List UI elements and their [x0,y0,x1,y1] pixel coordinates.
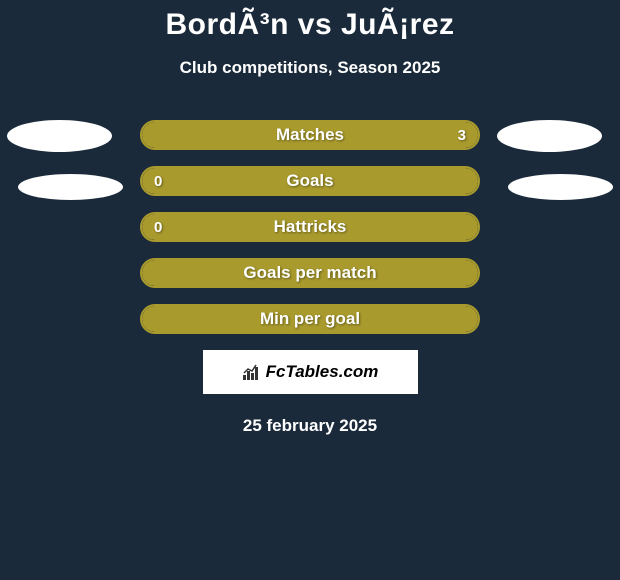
chart-icon [242,363,262,381]
stats-container: Matches 3 0 Goals 0 Hattricks Goals per … [0,120,620,436]
stat-bar-matches: Matches 3 [140,120,480,150]
stat-bar-goals-per-match: Goals per match [140,258,480,288]
decorative-ellipse [7,120,112,152]
stat-label: Goals per match [243,263,376,283]
stat-label: Hattricks [274,217,347,237]
page-subtitle: Club competitions, Season 2025 [0,58,620,78]
stat-bar-hattricks: 0 Hattricks [140,212,480,242]
decorative-ellipse [18,174,123,200]
footer-date: 25 february 2025 [0,416,620,436]
decorative-ellipse [497,120,602,152]
header: BordÃ³n vs JuÃ¡rez Club competitions, Se… [0,0,620,78]
logo-box[interactable]: FcTables.com [203,350,418,394]
decorative-ellipse [508,174,613,200]
stat-label: Matches [276,125,344,145]
page-title: BordÃ³n vs JuÃ¡rez [0,8,620,42]
stat-bar-goals: 0 Goals [140,166,480,196]
stat-left-value: 0 [154,219,162,236]
logo-content: FcTables.com [242,362,379,382]
stat-right-value: 3 [458,127,466,144]
stat-label: Goals [286,171,333,191]
stat-label: Min per goal [260,309,360,329]
stat-left-value: 0 [154,173,162,190]
stat-bar-min-per-goal: Min per goal [140,304,480,334]
logo-text: FcTables.com [266,362,379,382]
